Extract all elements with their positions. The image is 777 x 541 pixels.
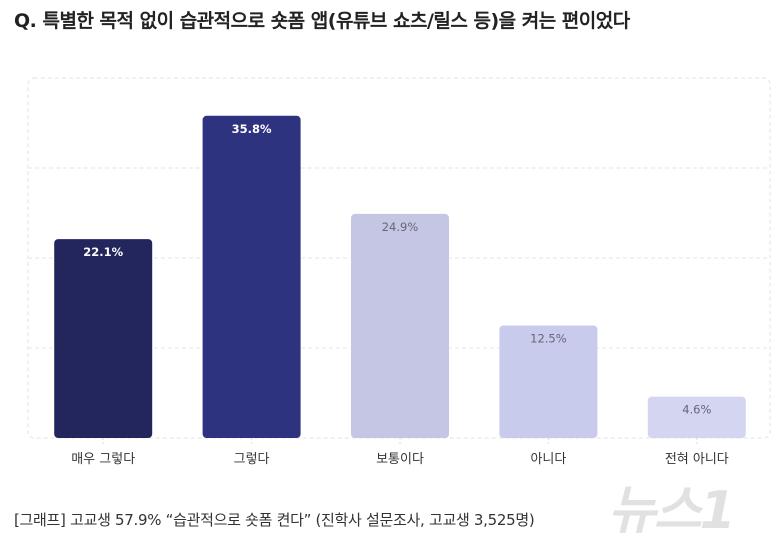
x-tick-label: 아니다 bbox=[530, 452, 566, 467]
bar-chart: 22.1% 매우 그렇다 35.8% 그렇다 24.9% 보통이다 12.5% 아니다 4.6%… bbox=[27, 77, 771, 467]
x-tick-label: 매우 그렇다 bbox=[71, 452, 135, 467]
bar bbox=[647, 396, 746, 438]
bar bbox=[202, 115, 301, 439]
bar bbox=[351, 213, 449, 438]
x-tick-label: 전혀 아니다 bbox=[665, 452, 729, 467]
bar bbox=[54, 239, 153, 438]
news1-watermark-logo: 뉴스1 bbox=[608, 481, 736, 541]
data-label: 22.1% bbox=[83, 245, 123, 259]
caption: [그래프] 고교생 57.9% “습관적으로 숏폼 켠다” (진학사 설문조사,… bbox=[14, 511, 535, 529]
x-tick-label: 보통이다 bbox=[376, 452, 424, 467]
data-label: 4.6% bbox=[682, 403, 711, 417]
data-label: 12.5% bbox=[530, 332, 567, 346]
data-label: 35.8% bbox=[232, 122, 272, 136]
chart-title: Q. 특별한 목적 없이 습관적으로 숏폼 앱(유튜브 쇼츠/릴스 등)을 켜는… bbox=[14, 10, 630, 32]
bar bbox=[499, 325, 598, 438]
data-label: 24.9% bbox=[382, 220, 419, 234]
x-tick-label: 그렇다 bbox=[234, 452, 270, 467]
